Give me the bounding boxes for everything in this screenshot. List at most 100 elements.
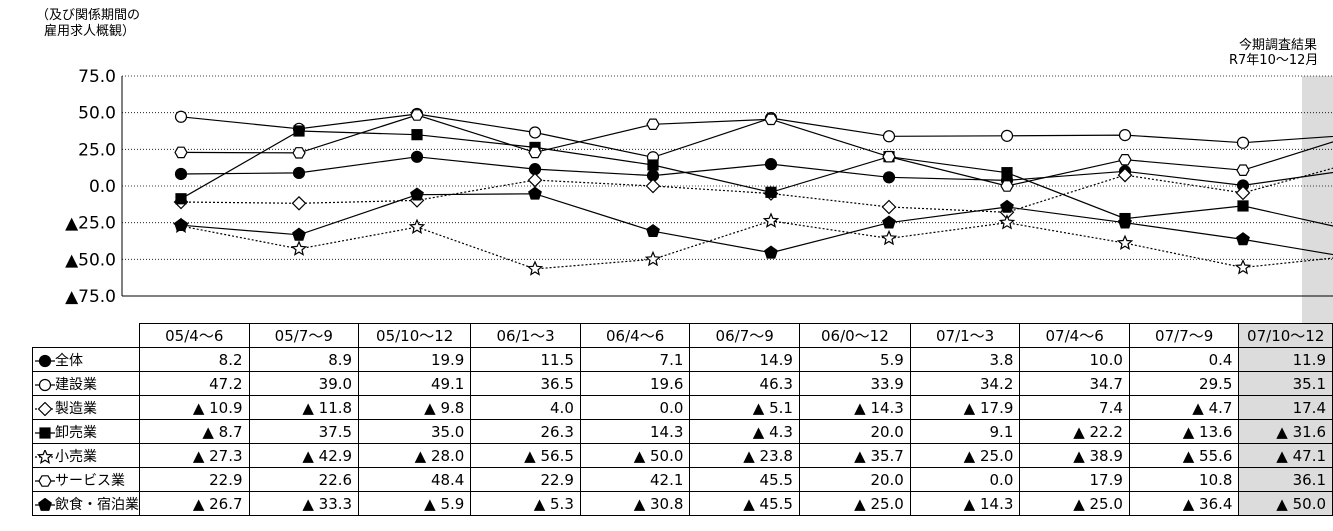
series-line-5	[180, 220, 1333, 270]
table-cell: 34.2	[909, 371, 1021, 396]
y-tick-label: 50.0	[78, 104, 116, 124]
category-label: 07/10～12	[1238, 323, 1333, 348]
data-point	[998, 214, 1016, 230]
table-cell: ▲ 17.9	[909, 395, 1021, 420]
table-row: 製造業 ▲ 10.9 ▲ 11.8 ▲ 9.8 4.0 0.0 ▲ 5.1 ▲ 14.3 ▲ 1…	[32, 395, 1333, 420]
current-label-line-1: 今期調査結果	[1239, 38, 1318, 53]
data-point	[645, 178, 661, 194]
data-point	[410, 187, 424, 201]
table-cell: 0.4	[1128, 347, 1240, 372]
table-cell: ▲ 30.8	[579, 491, 691, 516]
table-cell: 29.5	[1128, 371, 1240, 396]
table-cell: 46.3	[689, 371, 800, 396]
data-point	[646, 223, 660, 237]
data-point	[410, 150, 424, 163]
y-tick-label: 0.0	[89, 177, 116, 197]
table-cell: ▲ 14.3	[909, 491, 1021, 516]
data-point	[528, 146, 542, 159]
table-cell: ▲ 25.0	[798, 491, 911, 516]
table-cell: 20.0	[798, 467, 911, 492]
data-point	[1118, 215, 1132, 229]
table-cell: 8.9	[248, 347, 360, 372]
table-row: 建設業 47.2 39.0 49.1 36.5 19.6 46.3 33.9 34.2 34.7 2…	[32, 371, 1333, 396]
data-point	[882, 171, 896, 184]
table-cell: 9.1	[909, 419, 1021, 444]
table-row: 卸売業 ▲ 8.7 37.5 35.0 26.3 14.3 ▲ 4.3 20.0 9.1 ▲ 22…	[32, 419, 1333, 444]
table-cell: ▲ 23.8	[689, 443, 800, 468]
data-point	[174, 167, 188, 181]
legend-symbol	[38, 497, 52, 511]
y-tick-label: ▲75.0	[65, 287, 116, 307]
data-point	[762, 212, 780, 228]
table-cell: 35.0	[358, 419, 472, 444]
category-label: 07/7～9	[1128, 323, 1240, 348]
data-point	[764, 113, 778, 126]
table-corner	[32, 323, 140, 348]
series-name: 建設業	[55, 376, 97, 393]
data-point	[174, 110, 188, 123]
table-cell: ▲ 25.0	[1019, 491, 1130, 516]
table-cell: ▲ 11.8	[248, 395, 360, 420]
series-label: 製造業	[32, 395, 140, 420]
table-row: 小売業 ▲ 27.3 ▲ 42.9 ▲ 28.0 ▲ 56.5 ▲ 50.0 ▲ 23.8 ▲…	[32, 443, 1333, 468]
data-point	[1000, 180, 1014, 192]
data-point	[882, 150, 896, 163]
data-point	[882, 215, 896, 229]
data-point	[1001, 167, 1013, 179]
table-cell: 36.5	[470, 371, 581, 396]
data-point	[646, 118, 660, 130]
series-name: 飲食・宿泊業	[55, 496, 139, 513]
table-cell: 4.0	[470, 395, 581, 420]
table-cell: ▲ 31.6	[1238, 419, 1333, 444]
series-name: 製造業	[55, 400, 97, 417]
table-cell: 36.1	[1238, 467, 1333, 492]
legend-symbol	[38, 474, 52, 487]
table-cell: 11.9	[1238, 347, 1333, 372]
y-tick-label: 75.0	[78, 67, 116, 87]
table-cell: 39.0	[248, 371, 360, 396]
table-cell: ▲ 8.7	[139, 419, 250, 444]
series-line-4	[180, 130, 1333, 227]
series-label: 卸売業	[32, 419, 140, 444]
legend-symbol	[36, 449, 54, 464]
category-label: 06/1～3	[470, 323, 581, 348]
table-cell: 22.6	[248, 467, 360, 492]
title-line-1: （及び関係期間の	[36, 8, 141, 23]
series-line-1	[180, 156, 1333, 187]
table-cell: ▲ 42.9	[248, 443, 360, 468]
table-cell: 42.1	[579, 467, 691, 492]
data-point	[1236, 164, 1250, 176]
table-cell: ▲ 28.0	[358, 443, 472, 468]
table-cell: 19.9	[358, 347, 472, 372]
table-cell: ▲ 50.0	[579, 443, 691, 468]
data-table: 05/4～6 05/7～9 05/10～12 06/1～3 06/4～6 06/7～9 06…	[32, 323, 1333, 516]
data-point	[292, 227, 306, 241]
series-label: サービス業	[32, 467, 140, 492]
data-point	[1117, 167, 1133, 183]
data-point	[291, 195, 307, 211]
legend-marker	[35, 474, 55, 487]
table-cell: 3.8	[909, 347, 1021, 372]
title-line-2: 雇用求人概観）	[44, 24, 136, 39]
legend-symbol	[37, 401, 53, 416]
data-point	[292, 166, 306, 180]
data-point	[644, 250, 662, 267]
data-point	[527, 172, 543, 188]
table-cell: ▲ 5.1	[689, 395, 800, 420]
legend-marker	[35, 426, 55, 439]
legend-symbol	[38, 378, 52, 391]
series-label: 飲食・宿泊業	[32, 491, 140, 516]
data-point	[1000, 199, 1014, 213]
table-cell: ▲ 9.8	[358, 395, 472, 420]
table-cell: ▲ 35.7	[798, 443, 911, 468]
y-tick-label: ▲50.0	[65, 250, 116, 270]
table-cell: ▲ 33.3	[248, 491, 360, 516]
data-point	[1237, 200, 1249, 212]
table-cell: 11.5	[470, 347, 581, 372]
table-cell: 14.3	[579, 419, 691, 444]
data-point	[290, 240, 308, 256]
table-cell: ▲ 22.2	[1019, 419, 1130, 444]
table-row: 全体 8.2 8.9 19.9 11.5 7.1 14.9 5.9 3.8 10.0 0.4 11.9	[32, 347, 1333, 372]
data-point	[1000, 129, 1014, 142]
table-cell: 17.9	[1019, 467, 1130, 492]
